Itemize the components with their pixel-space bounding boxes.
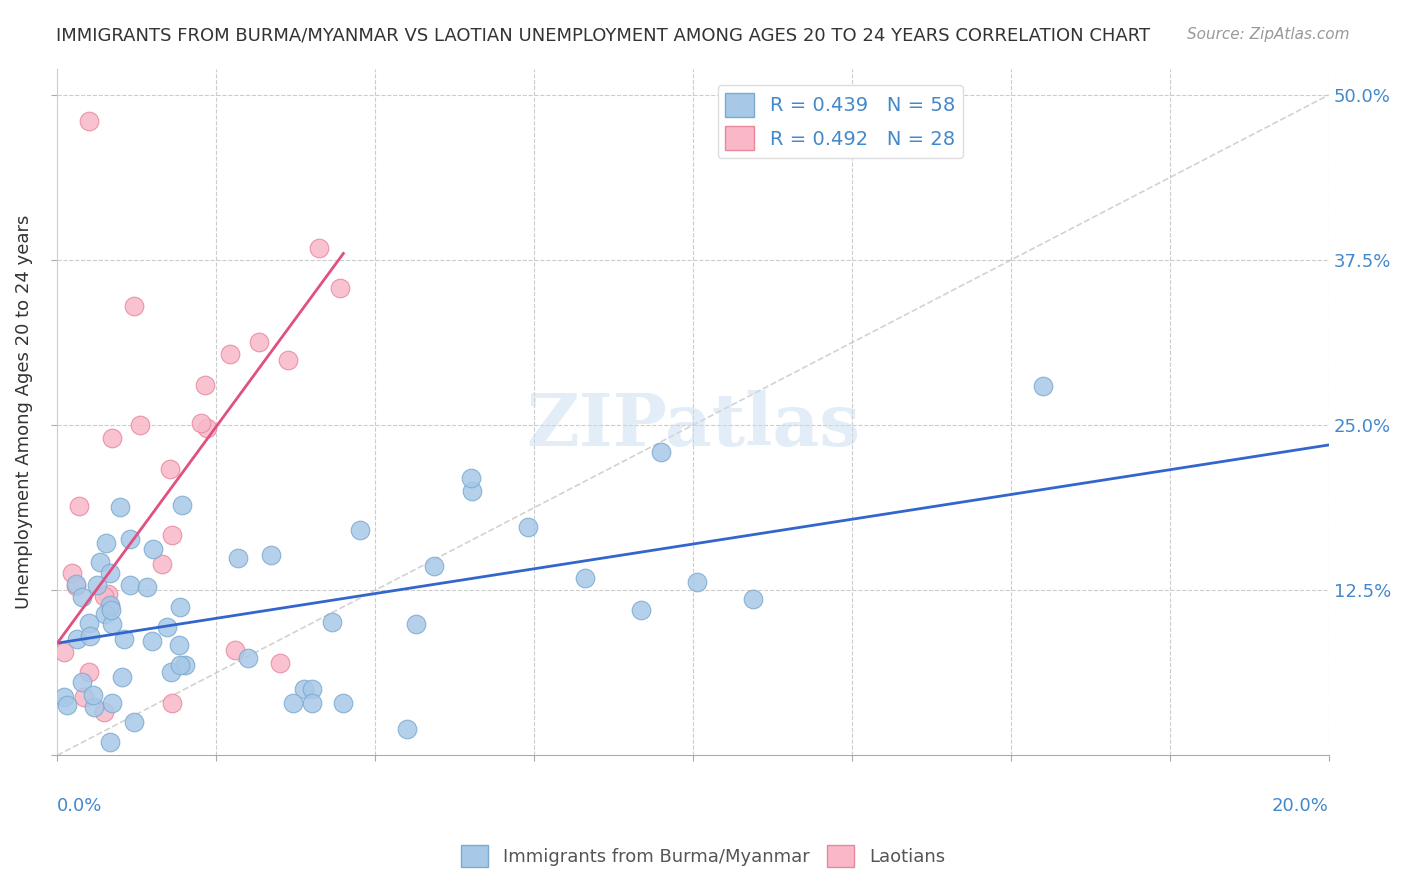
Point [97,587,120,601]
Point [741,591,763,606]
Point [190,416,212,430]
Point [150,557,173,571]
Point [650,444,672,458]
Point [79,628,101,642]
Point [292,682,315,697]
Text: 20.0%: 20.0% [1272,797,1329,814]
Point [160,665,183,679]
Point [1032,378,1054,392]
Point [141,633,163,648]
Point [226,551,249,566]
Point [77,665,100,679]
Point [122,715,145,730]
Point [86,578,108,592]
Point [460,471,482,485]
Point [159,462,181,476]
Point [52,645,75,659]
Point [79,616,101,631]
Point [83,700,105,714]
Point [281,696,304,710]
Text: ZIPatlas: ZIPatlas [526,390,860,461]
Point [167,638,190,652]
Point [65,578,87,592]
Point [70,590,93,604]
Point [67,500,90,514]
Point [94,607,117,621]
Point [65,576,87,591]
Point [405,616,427,631]
Point [52,690,75,704]
Text: 0.0%: 0.0% [58,797,103,814]
Point [269,656,291,670]
Text: Source: ZipAtlas.com: Source: ZipAtlas.com [1187,27,1350,42]
Point [277,352,299,367]
Point [111,670,134,684]
Point [60,566,83,581]
Point [55,698,77,712]
Point [321,615,343,629]
Point [98,566,121,581]
Text: IMMIGRANTS FROM BURMA/MYANMAR VS LAOTIAN UNEMPLOYMENT AMONG AGES 20 TO 24 YEARS : IMMIGRANTS FROM BURMA/MYANMAR VS LAOTIAN… [56,27,1150,45]
Point [224,642,246,657]
Point [218,347,240,361]
Point [156,619,179,633]
Point [118,532,141,546]
Point [160,527,183,541]
Point [461,483,484,498]
Point [630,602,652,616]
Point [122,299,145,313]
Point [301,696,323,710]
Point [82,689,104,703]
Point [98,735,121,749]
Point [100,603,122,617]
Point [129,418,152,433]
Point [93,705,115,719]
Point [301,682,323,697]
Point [174,658,197,673]
Point [89,555,111,569]
Point [142,542,165,557]
Point [72,690,94,705]
Point [136,580,159,594]
Point [308,241,330,255]
Point [194,378,217,392]
Point [169,600,191,615]
Point [101,431,124,445]
Point [574,570,596,584]
Point [101,696,124,710]
Legend: R = 0.439   N = 58, R = 0.492   N = 28: R = 0.439 N = 58, R = 0.492 N = 28 [717,85,963,158]
Point [118,578,141,592]
Point [93,589,115,603]
Point [108,500,131,514]
Point [98,598,121,612]
Point [65,632,87,646]
Point [100,617,122,632]
Point [332,696,354,710]
Point [195,420,218,434]
Legend: Immigrants from Burma/Myanmar, Laotians: Immigrants from Burma/Myanmar, Laotians [454,838,952,874]
Point [395,722,418,736]
Point [236,650,259,665]
Point [160,696,183,710]
Point [349,523,371,537]
Point [423,559,446,574]
Point [70,674,93,689]
Point [169,657,191,672]
Point [260,548,283,562]
Point [329,280,352,294]
Point [686,575,709,590]
Point [77,114,100,128]
Y-axis label: Unemployment Among Ages 20 to 24 years: Unemployment Among Ages 20 to 24 years [15,215,32,609]
Point [112,632,135,647]
Point [170,499,193,513]
Point [247,335,270,350]
Point [98,600,121,615]
Point [94,536,117,550]
Point [517,520,540,534]
